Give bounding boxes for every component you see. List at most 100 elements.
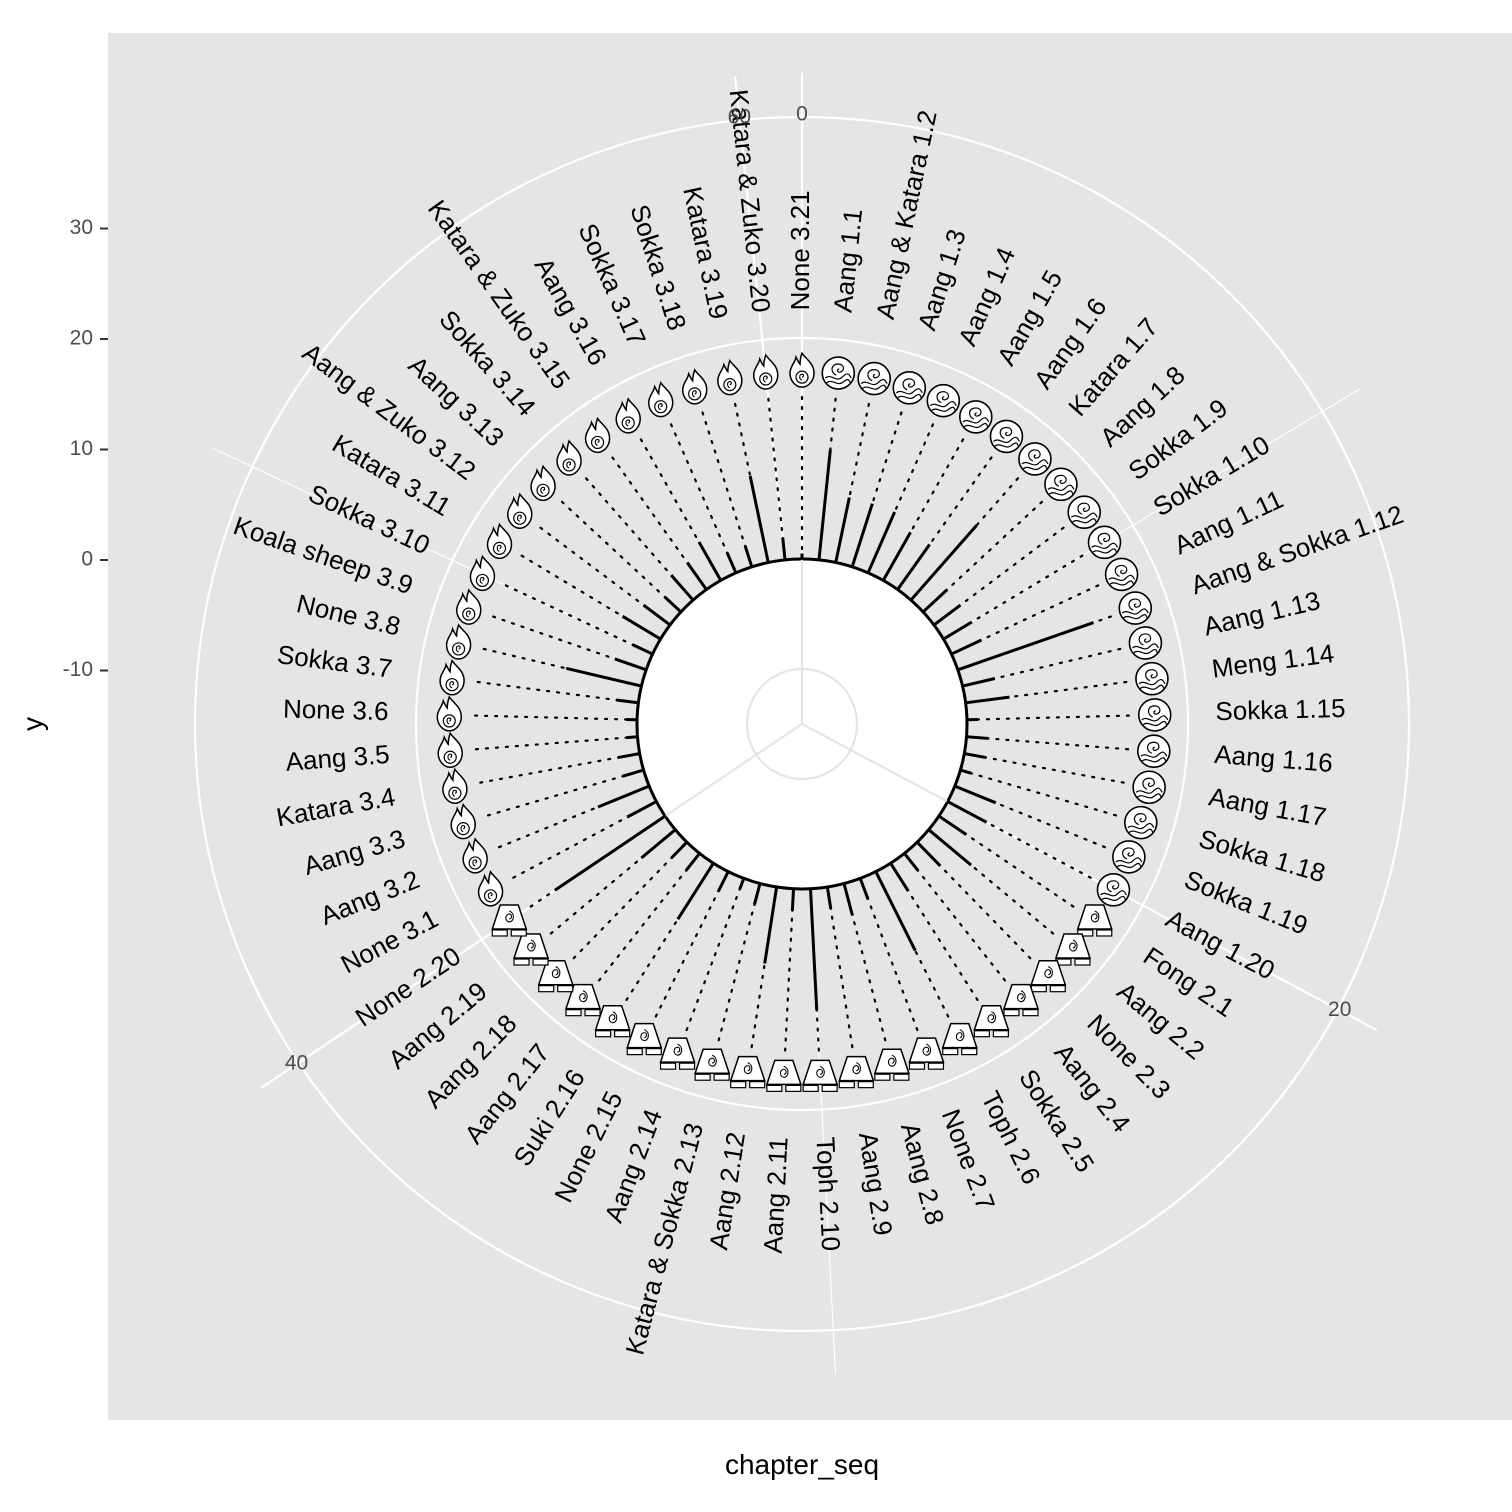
spoke-32 <box>783 887 795 1060</box>
fire-nation-icon <box>469 554 496 592</box>
bar-59 <box>743 545 754 568</box>
spoke-4 <box>851 403 905 568</box>
spoke-26 <box>889 862 983 1008</box>
fire-nation-icon <box>477 870 504 907</box>
spoke-39 <box>567 841 688 965</box>
grid-spoke-inner <box>664 723 803 818</box>
earth-nation-icon <box>941 1022 978 1056</box>
earth-nation-icon <box>564 983 602 1017</box>
x-tick-labels: 0 20 40 60 <box>285 102 1352 1074</box>
fire-nation-icon <box>445 623 472 660</box>
spoke-20 <box>953 785 1114 852</box>
earth-nation-icon <box>513 933 550 966</box>
bar-41 <box>554 814 666 892</box>
bar-27 <box>874 870 917 952</box>
water-nation-icon <box>857 361 891 396</box>
spoke-49 <box>475 645 643 688</box>
spoke-52 <box>513 550 662 641</box>
spoke-8 <box>909 471 1025 602</box>
bar-36 <box>717 870 730 893</box>
fire-nation-icon <box>486 522 513 560</box>
water-nation-icon <box>1135 661 1169 696</box>
spoke-10 <box>932 521 1071 627</box>
spoke-22 <box>937 815 1081 913</box>
fire-nation-icon <box>439 658 465 696</box>
bar-54 <box>663 595 682 614</box>
spoke-30 <box>826 885 855 1056</box>
spoke-24 <box>916 841 1037 965</box>
bar-11 <box>942 620 973 641</box>
fire-nation-icon <box>436 695 463 732</box>
bar-51 <box>631 643 654 656</box>
spoke-21 <box>946 800 1099 883</box>
bar-61 <box>781 537 787 561</box>
spoke-34 <box>715 882 762 1049</box>
earth-nation-icon <box>491 904 528 937</box>
bar-34 <box>752 883 762 906</box>
earth-nation-icon <box>765 1059 802 1092</box>
bar-40 <box>640 828 677 860</box>
water-nation-icon <box>1128 626 1163 660</box>
fire-nation-icon <box>450 802 476 840</box>
water-nation-icon <box>989 419 1024 454</box>
bar-5 <box>866 511 896 574</box>
spoke-17 <box>965 735 1137 751</box>
fire-nation-icon <box>507 492 533 529</box>
center-disc <box>635 557 969 891</box>
y-tick-label: 20 <box>70 327 93 350</box>
spoke-40 <box>543 828 677 940</box>
fire-nation-icon <box>615 397 641 434</box>
earth-nation-icon <box>838 1055 875 1089</box>
bar-53 <box>642 603 671 627</box>
y-tick-label: 0 <box>81 548 93 571</box>
fire-nation-icon <box>462 837 488 874</box>
spoke-47 <box>466 714 639 721</box>
spoke-14 <box>961 645 1129 688</box>
spoke-61 <box>766 389 787 561</box>
bar-22 <box>938 814 968 836</box>
earth-nation-icon <box>1002 983 1040 1017</box>
water-nation-icon <box>1044 467 1078 502</box>
spoke-58 <box>666 416 738 574</box>
bar-42 <box>626 800 658 819</box>
earth-nation-icon <box>537 959 574 993</box>
bar-29 <box>842 883 854 916</box>
spoke-19 <box>959 769 1125 819</box>
water-nation-icon <box>926 383 961 418</box>
bar-49 <box>565 666 642 688</box>
spoke-60 <box>732 395 770 564</box>
category-label: None 3.21 <box>785 190 815 310</box>
spoke-43 <box>490 785 651 852</box>
fire-nation-icon <box>437 731 463 768</box>
bar-3 <box>834 497 851 563</box>
spoke-31 <box>809 887 821 1060</box>
y-tick-label: 10 <box>70 437 93 460</box>
spoke-28 <box>859 877 922 1039</box>
category-label: Toph 2.10 <box>810 1136 846 1252</box>
bar-series <box>554 449 1095 1011</box>
x-tick-label: 60 <box>728 106 751 129</box>
x-axis-title: chapter_seq <box>725 1449 879 1480</box>
earth-nation-icon <box>873 1048 910 1081</box>
bar-39 <box>670 841 688 860</box>
spoke-29 <box>842 882 889 1049</box>
grid-spoke-inner <box>801 723 949 803</box>
spoke-33 <box>749 885 778 1056</box>
spoke-46 <box>467 735 639 751</box>
spoke-36 <box>651 870 730 1025</box>
earth-nation-icon <box>594 1004 631 1038</box>
water-nation-icon <box>1132 770 1166 805</box>
water-nation-icon <box>821 356 856 390</box>
bar-33 <box>763 886 779 964</box>
earth-nation-icon <box>1076 904 1113 937</box>
earth-nation-icon <box>729 1055 766 1089</box>
bar-31 <box>808 888 819 1011</box>
bar-8 <box>909 524 978 602</box>
bar-9 <box>922 588 949 614</box>
water-nation-icon <box>1087 525 1122 560</box>
bar-28 <box>858 877 870 900</box>
water-nation-icon <box>1118 591 1153 625</box>
bar-24 <box>916 841 942 867</box>
water-nation-icon <box>1123 805 1158 840</box>
